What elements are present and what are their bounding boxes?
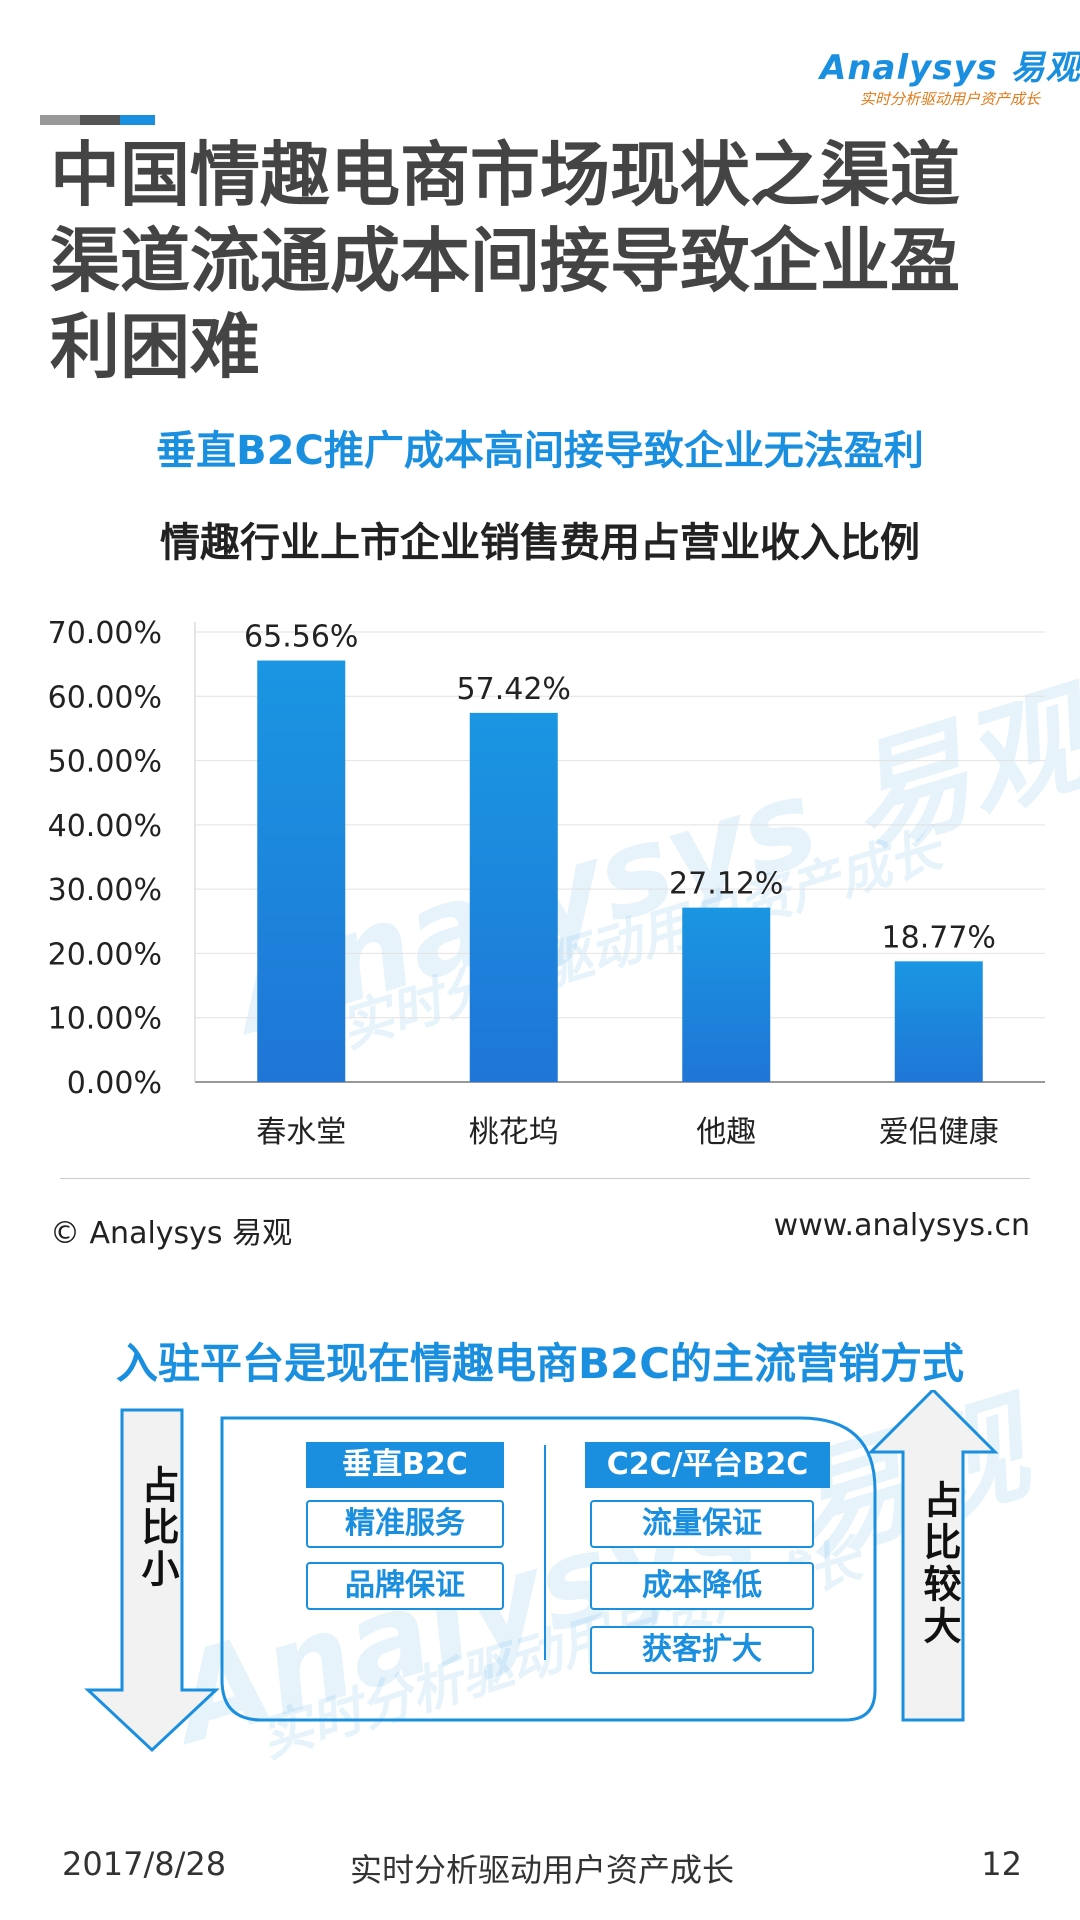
platform-b2c-item-1: 流量保证 (590, 1500, 814, 1548)
data-label: 27.12% (669, 867, 783, 902)
footer-slogan: 实时分析驱动用户资产成长 (350, 1851, 735, 1889)
accent-segment-dark (80, 115, 120, 125)
chart-subtitle: 垂直B2C推广成本高间接导致企业无法盈利 (156, 428, 924, 474)
vertical-b2c-header: 垂直B2C (306, 1442, 504, 1488)
bar (682, 907, 771, 1082)
website-link[interactable]: www.analysys.cn (773, 1208, 1030, 1243)
x-axis-ticks: 春水堂 桃花坞 他趣 爱侣健康 (256, 1115, 999, 1150)
data-labels: 65.56% 57.42% 27.12% 18.77% (244, 620, 996, 956)
diagram-container (220, 1416, 877, 1722)
y-tick-label: 60.00% (48, 680, 162, 715)
platform-b2c-header: C2C/平台B2C (585, 1442, 830, 1488)
y-tick-label: 50.00% (48, 745, 162, 780)
diagram-title: 入驻平台是现在情趣电商B2C的主流营销方式 (115, 1339, 965, 1388)
analysys-logo: Analysys 易观 实时分析驱动用户资产成长 (820, 40, 1080, 115)
x-tick-label: 爱侣健康 (879, 1115, 999, 1150)
data-label: 65.56% (244, 620, 358, 655)
vertical-b2c-item-1: 精准服务 (306, 1500, 504, 1548)
x-tick-label: 桃花坞 (469, 1115, 559, 1150)
chart-footer-divider (60, 1178, 1030, 1179)
page-title-line-2: 渠道流通成本间接导致企业盈 (50, 220, 960, 302)
y-tick-label: 10.00% (48, 1002, 162, 1037)
x-tick-label: 他趣 (696, 1115, 756, 1150)
bar (894, 961, 983, 1082)
y-tick-label: 40.00% (48, 809, 162, 844)
platform-b2c-item-3: 获客扩大 (590, 1626, 814, 1674)
right-arrow-text: 占比较大 (917, 1480, 961, 1648)
bar-chart: 0.00% 10.00% 20.00% 30.00% 40.00% 50.00% 60.00… (48, 616, 1045, 1150)
bar (469, 712, 558, 1082)
page-title-line-1: 中国情趣电商市场现状之渠道 (50, 134, 960, 216)
left-arrow-text: 占比小 (135, 1465, 179, 1591)
data-label: 18.77% (882, 920, 996, 955)
y-axis-ticks: 0.00% 10.00% 20.00% 30.00% 40.00% 50.00% 60.00… (48, 616, 162, 1101)
chart-title: 情趣行业上市企业销售费用占营业收入比例 (160, 520, 920, 566)
copyright-text: © Analysys 易观 (50, 1216, 293, 1251)
vertical-b2c-item-2: 品牌保证 (306, 1562, 504, 1610)
x-tick-label: 春水堂 (256, 1115, 346, 1150)
y-tick-label: 70.00% (48, 616, 162, 651)
page-title: 中国情趣电商市场现状之渠道 渠道流通成本间接导致企业盈 利困难 (50, 132, 1040, 390)
y-tick-label: 30.00% (48, 873, 162, 908)
bars (257, 660, 983, 1082)
data-label: 57.42% (457, 672, 571, 707)
bar (257, 660, 346, 1082)
up-arrow-shape (867, 1390, 999, 1722)
y-tick-label: 0.00% (67, 1066, 162, 1101)
channel-diagram (84, 1390, 999, 1753)
logo-tagline: 实时分析驱动用户资产成长 (860, 90, 1041, 108)
accent-bar (40, 115, 155, 125)
footer-date: 2017/8/28 (62, 1845, 227, 1883)
accent-segment-gray (40, 115, 80, 125)
page-number: 12 (981, 1845, 1022, 1883)
down-arrow-shape (84, 1408, 220, 1753)
y-tick-label: 20.00% (48, 937, 162, 972)
page-title-line-3: 利困难 (50, 306, 260, 388)
accent-segment-blue (120, 115, 155, 125)
platform-b2c-item-2: 成本降低 (590, 1562, 814, 1610)
logo-text: Analysys 易观 (820, 48, 1080, 88)
